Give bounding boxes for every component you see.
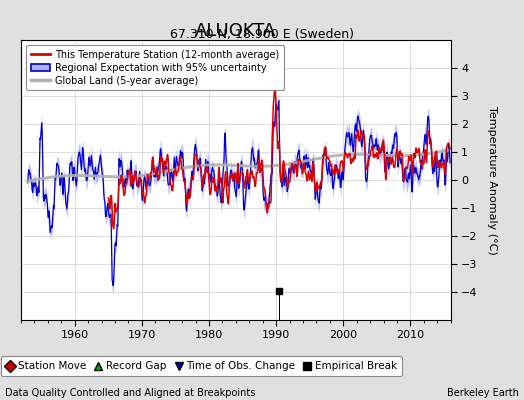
Legend: Station Move, Record Gap, Time of Obs. Change, Empirical Break: Station Move, Record Gap, Time of Obs. C… xyxy=(1,356,402,376)
Text: Berkeley Earth: Berkeley Earth xyxy=(447,388,519,398)
Text: 67.310 N, 18.900 E (Sweden): 67.310 N, 18.900 E (Sweden) xyxy=(170,28,354,41)
Title: ALUOKTA: ALUOKTA xyxy=(195,22,277,40)
Text: Data Quality Controlled and Aligned at Breakpoints: Data Quality Controlled and Aligned at B… xyxy=(5,388,256,398)
Y-axis label: Temperature Anomaly (°C): Temperature Anomaly (°C) xyxy=(487,106,497,254)
